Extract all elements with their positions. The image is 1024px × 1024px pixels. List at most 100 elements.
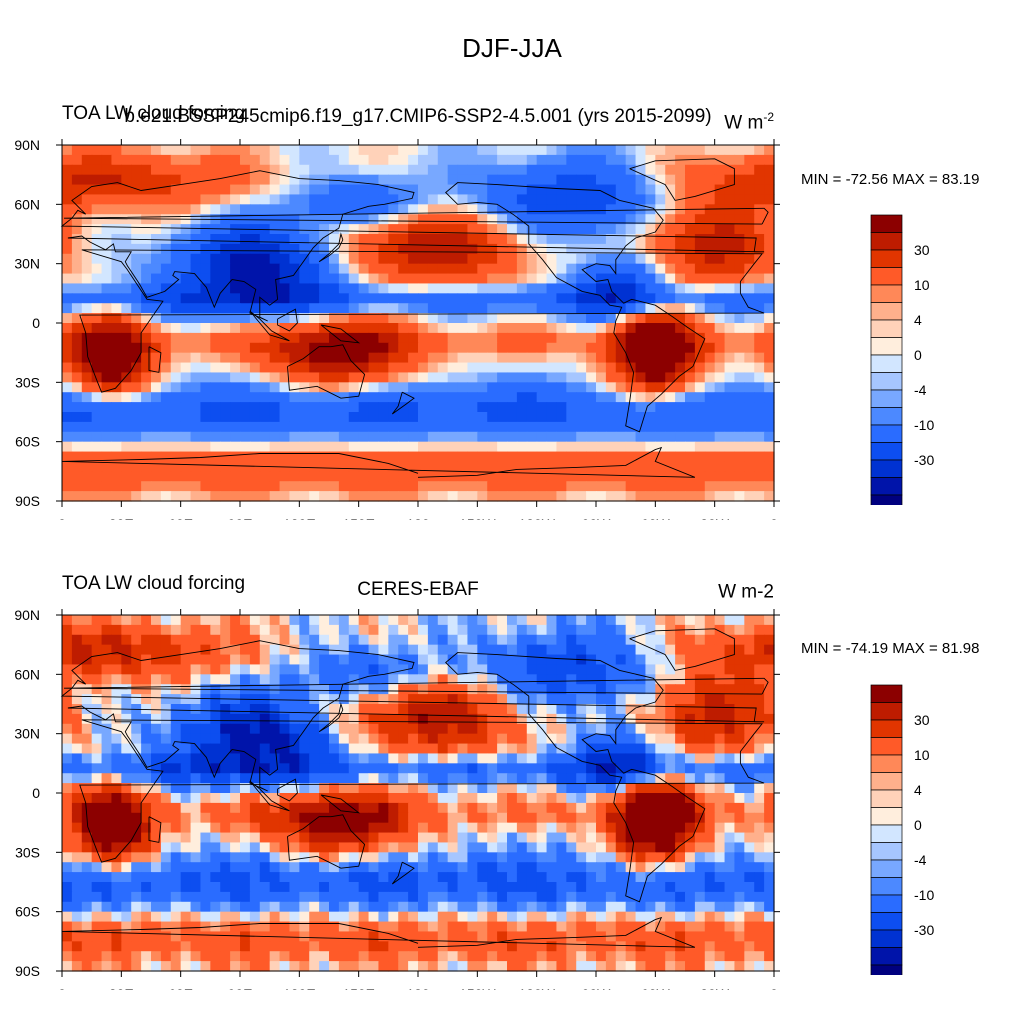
grid-cell [685, 313, 696, 324]
grid-cell [111, 872, 122, 883]
grid-cell [744, 243, 755, 255]
grid-cell [714, 204, 726, 215]
grid-cell [714, 243, 726, 255]
grid-cell [694, 753, 706, 764]
grid-cell [526, 901, 538, 913]
grid-cell [71, 763, 83, 774]
grid-cell [319, 303, 330, 314]
grid-cell [635, 145, 647, 156]
grid-cell [368, 204, 380, 215]
colorbar-box [870, 407, 903, 426]
grid-cell [487, 412, 498, 423]
grid-cell [754, 283, 765, 294]
grid-cell [358, 441, 370, 453]
grid-cell [230, 753, 241, 764]
grid-cell [329, 412, 340, 423]
grid-cell [566, 421, 577, 433]
grid-cell [744, 872, 755, 883]
grid-cell [249, 901, 261, 913]
grid-cell [635, 723, 647, 735]
grid-cell [71, 382, 83, 393]
grid-cell [200, 753, 211, 764]
grid-cell [418, 332, 429, 344]
grid-cell [764, 793, 775, 804]
grid-cell [309, 253, 320, 265]
grid-cell [457, 901, 469, 913]
grid-cell [160, 793, 172, 804]
grid-cell [714, 313, 726, 324]
grid-cell [457, 872, 469, 883]
grid-cell [477, 822, 488, 834]
grid-cell [625, 882, 637, 893]
grid-cell [694, 872, 706, 883]
grid-cell [338, 684, 350, 695]
grid-cell [665, 773, 676, 784]
grid-cell [546, 674, 558, 685]
grid-cell [269, 644, 281, 656]
grid-cell [71, 481, 83, 492]
grid-cell [536, 332, 548, 344]
grid-cell [596, 674, 607, 685]
grid-cell [151, 323, 162, 334]
grid-cell [348, 293, 360, 304]
grid-cell [190, 243, 202, 255]
grid-cell [299, 832, 310, 844]
grid-cell [447, 234, 459, 245]
colorbar-box [870, 424, 903, 443]
grid-cell [259, 753, 271, 764]
x-tick-label: 30E [109, 516, 134, 520]
grid-cell [655, 451, 666, 463]
grid-cell [655, 273, 666, 285]
grid-cell [704, 184, 716, 196]
grid-cell [477, 471, 488, 482]
grid-cell [596, 624, 607, 636]
grid-cell [259, 891, 271, 903]
grid-cell [665, 852, 676, 863]
grid-cell [358, 852, 370, 863]
grid-cell [131, 664, 142, 675]
grid-cell [170, 234, 182, 245]
grid-cell [289, 164, 300, 176]
grid-cell [358, 303, 370, 314]
grid-cell [427, 263, 439, 275]
grid-cell [289, 921, 300, 933]
grid-cell [299, 382, 310, 393]
grid-cell [734, 154, 745, 166]
grid-cell [546, 293, 558, 304]
grid-cell [685, 644, 696, 656]
grid-cell [754, 723, 765, 735]
grid-cell [230, 372, 241, 383]
grid-cell [447, 882, 459, 893]
grid-cell [180, 753, 192, 764]
grid-cell [457, 402, 469, 413]
grid-cell [516, 362, 528, 374]
grid-cell [200, 412, 211, 423]
grid-cell [329, 773, 340, 784]
grid-cell [487, 723, 498, 735]
grid-cell [764, 204, 775, 215]
grid-cell [586, 154, 597, 166]
grid-cell [319, 615, 330, 626]
grid-cell [744, 352, 755, 364]
grid-cell [309, 313, 320, 324]
grid-cell [418, 431, 429, 443]
grid-cell [91, 644, 103, 656]
grid-cell [408, 842, 419, 853]
grid-cell [289, 154, 300, 166]
grid-cell [685, 253, 696, 265]
grid-cell [190, 891, 202, 903]
grid-cell [131, 224, 142, 235]
grid-cell [447, 852, 459, 863]
grid-cell [121, 773, 132, 784]
grid-cell [754, 352, 765, 364]
grid-cell [338, 253, 350, 265]
grid-cell [319, 283, 330, 294]
grid-cell [299, 704, 310, 715]
grid-cell [388, 263, 399, 275]
grid-cell [704, 891, 716, 903]
grid-cell [655, 154, 666, 166]
grid-cell [62, 832, 73, 844]
grid-cell [180, 624, 192, 636]
grid-cell [398, 303, 409, 314]
colorbar-box [870, 284, 903, 303]
